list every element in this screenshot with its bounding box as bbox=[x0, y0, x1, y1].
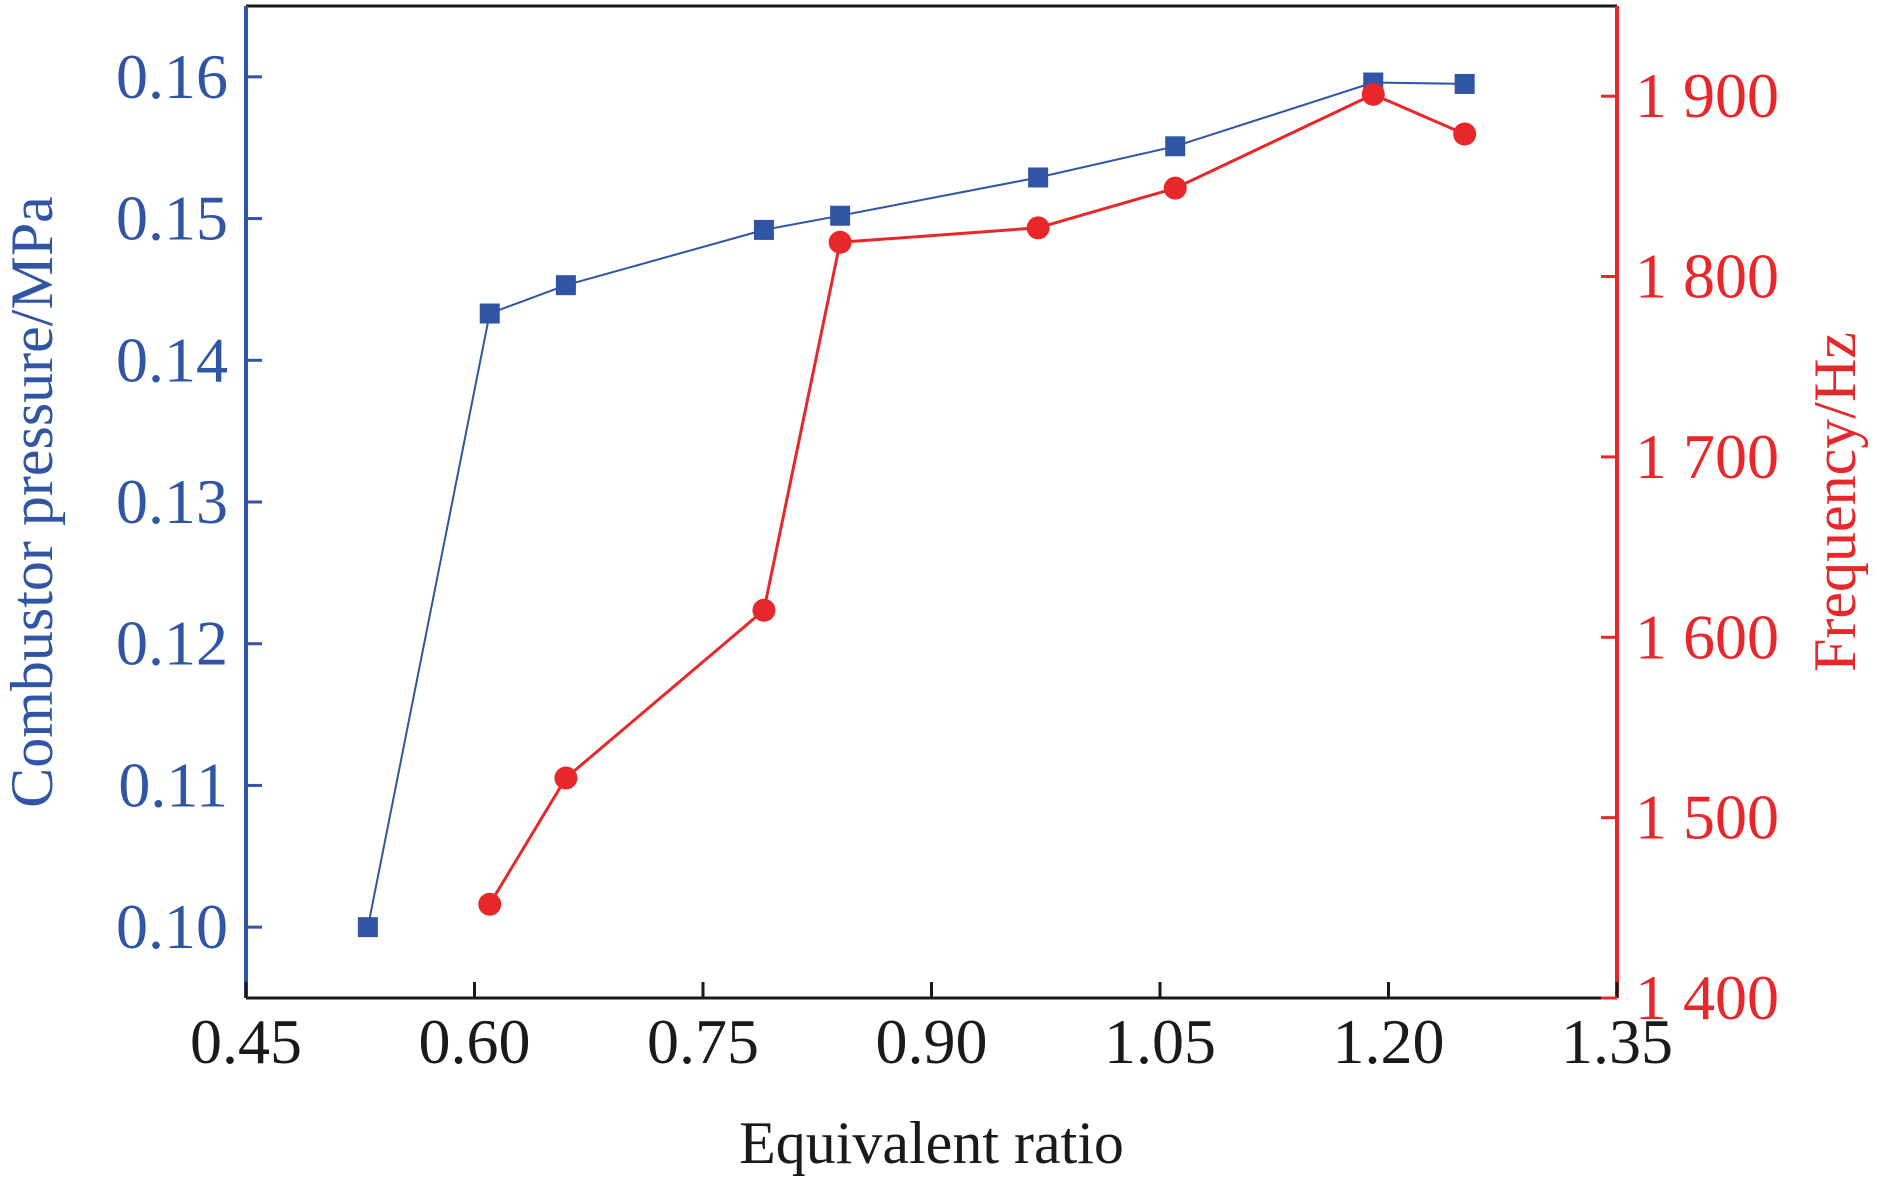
pressure-data-point bbox=[830, 205, 851, 226]
axes-group bbox=[244, 4, 1619, 1000]
right-y-tick-label: 1 700 bbox=[1635, 421, 1779, 492]
x-tick-label: 0.45 bbox=[190, 1006, 302, 1077]
left-y-tick-label: 0.16 bbox=[116, 41, 228, 112]
x-tick-label: 1.20 bbox=[1333, 1006, 1445, 1077]
pressure-data-point bbox=[753, 219, 774, 240]
right-y-tick-label: 1 400 bbox=[1635, 962, 1779, 1033]
x-tick-label: 0.75 bbox=[647, 1006, 759, 1077]
pressure-data-point bbox=[1165, 136, 1186, 157]
left-y-axis-title: Combustor pressure/MPa bbox=[0, 196, 65, 808]
pressure-data-point bbox=[357, 917, 378, 938]
frequency-data-point bbox=[752, 598, 776, 622]
pressure-data-point bbox=[1028, 167, 1049, 188]
x-tick-label: 1.35 bbox=[1561, 1006, 1673, 1077]
labels-group: 0.45 0.60 0.75 0.90 1.05 1.20 1.35 0.10 0.11 0.12… bbox=[116, 41, 1779, 1077]
frequency-data-point bbox=[554, 766, 578, 790]
x-tick-label: 0.90 bbox=[876, 1006, 988, 1077]
left-y-tick-label: 0.12 bbox=[116, 608, 228, 679]
left-y-tick-label: 0.14 bbox=[116, 324, 228, 395]
right-y-tick-label: 1 800 bbox=[1635, 241, 1779, 312]
left-y-tick-label: 0.15 bbox=[116, 183, 228, 254]
frequency-data-point bbox=[1453, 122, 1477, 146]
frequency-data-point bbox=[1361, 82, 1385, 106]
pressure-series-line bbox=[366, 81, 1465, 928]
left-y-tick-label: 0.10 bbox=[116, 891, 228, 962]
x-axis-title: Equivalent ratio bbox=[739, 1110, 1124, 1176]
left-y-tick-label: 0.11 bbox=[118, 749, 228, 820]
left-y-tick-label: 0.13 bbox=[116, 466, 228, 537]
right-y-tick-label: 1 600 bbox=[1635, 601, 1779, 672]
x-tick-label: 0.60 bbox=[419, 1006, 531, 1077]
x-tick-label: 1.05 bbox=[1104, 1006, 1216, 1077]
frequency-data-point bbox=[1163, 176, 1187, 200]
right-y-axis-title: Frequency/Hz bbox=[1802, 332, 1868, 672]
series-group bbox=[357, 72, 1477, 938]
pressure-data-point bbox=[555, 275, 576, 296]
frequency-data-point bbox=[1026, 216, 1050, 240]
frequency-series-line bbox=[488, 92, 1466, 905]
pressure-data-point bbox=[1454, 73, 1475, 94]
right-y-tick-label: 1 900 bbox=[1635, 60, 1779, 131]
right-y-tick-label: 1 500 bbox=[1635, 782, 1779, 853]
frequency-data-point bbox=[478, 892, 502, 916]
pressure-data-point bbox=[479, 303, 500, 324]
frequency-data-point bbox=[828, 230, 852, 254]
